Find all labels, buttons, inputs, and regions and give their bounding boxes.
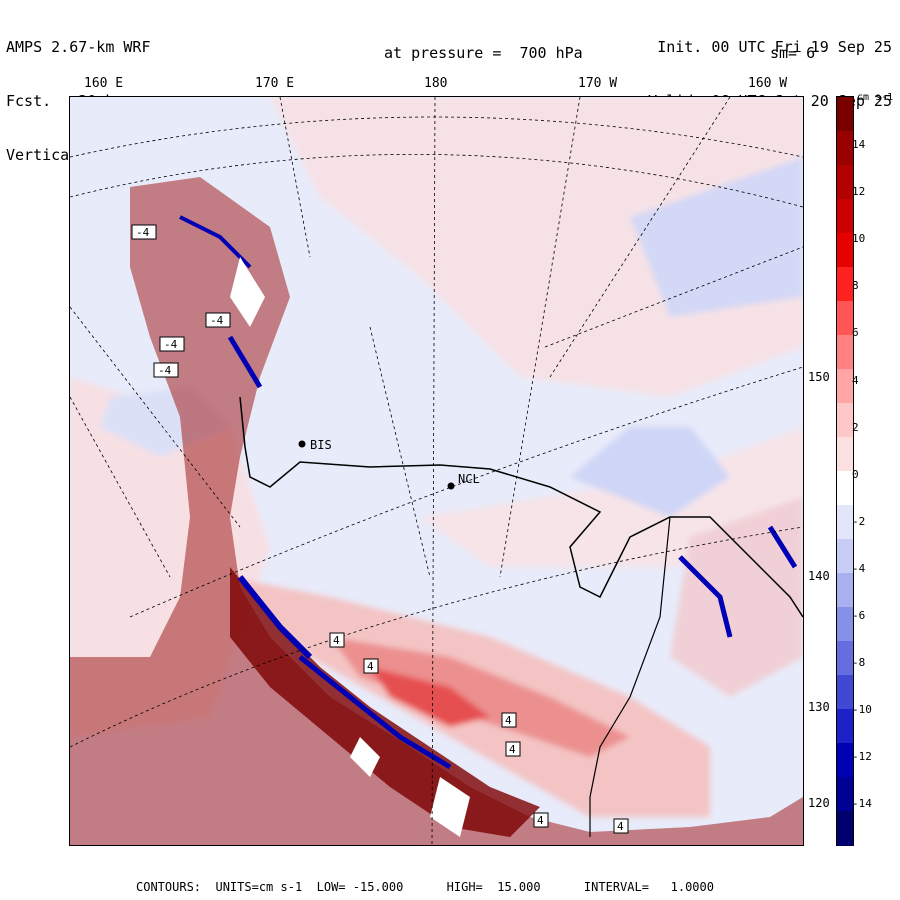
lat-label-130w: 130 W [808, 700, 845, 714]
station-ncl-marker [447, 482, 455, 490]
contour-label-neg4: -4 [158, 364, 172, 377]
colorbar-tick-label: 4 [852, 373, 859, 387]
colorbar-segment [837, 573, 853, 608]
lon-label-160e: 160 E [84, 76, 124, 91]
init-time: Init. 00 UTC Fri 19 Sep 25 [657, 38, 892, 56]
colorbar-segment [837, 403, 853, 438]
colorbar-tick-label: 6 [852, 326, 859, 340]
colorbar-segment [837, 369, 853, 404]
colorbar-segment [837, 607, 853, 642]
model-title: AMPS 2.67-km WRF [6, 38, 151, 56]
colorbar-segment [837, 471, 853, 506]
colorbar-segment [837, 131, 853, 166]
colorbar-segment [837, 267, 853, 302]
coastline [239, 396, 803, 618]
colorbar-segment [837, 743, 853, 778]
colorbar-unit: cm s-1 [857, 92, 894, 103]
colorbar-tick-label: -6 [852, 609, 866, 622]
colorbar-segment [837, 335, 853, 370]
colorbar-segment [837, 505, 853, 540]
lat-label-120w: 120 W [808, 796, 845, 810]
contour-label-4: 4 [509, 743, 516, 756]
graticule [70, 97, 803, 845]
contour-label-neg4: -4 [210, 314, 224, 327]
colorbar-segment [837, 233, 853, 268]
colorbar-tick-label: 12 [852, 185, 866, 199]
contour-info: CONTOURS: UNITS=cm s-1 LOW= -15.000 HIGH… [136, 880, 714, 894]
vertical-velocity-map: -4 -4 -4 -4 4 4 4 4 4 4 BIS NCL [70, 97, 803, 845]
colorbar-segment [837, 301, 853, 336]
smoothing-value: sm= 6 [770, 44, 816, 62]
mountain-wave-band [70, 177, 803, 845]
contour-labels: -4 -4 -4 -4 4 4 4 4 4 4 [131, 224, 629, 834]
colorbar-tick-label: -4 [852, 561, 866, 575]
contour-label-4: 4 [537, 814, 544, 827]
contour-label-neg4: -4 [164, 338, 178, 351]
contour-label-4: 4 [505, 714, 512, 727]
colorbar-segment [837, 199, 853, 234]
contour-label-4: 4 [367, 660, 374, 673]
contour-label-neg4: -4 [136, 226, 150, 239]
colorbar-tick-label: 14 [852, 138, 866, 151]
contour-label-4: 4 [617, 820, 624, 833]
pressure-level: at pressure = 700 hPa [384, 44, 583, 62]
lat-label-140w: 140 W [808, 569, 845, 583]
lat-label-150w: 150 W [808, 370, 845, 384]
colorbar-segment [837, 709, 853, 744]
station-ncl-label: NCL [458, 472, 480, 486]
lon-label-170w: 170 W [578, 76, 618, 91]
colorbar-segment [837, 811, 853, 846]
colorbar-tick-label: -10 [852, 703, 872, 717]
contour-label-4: 4 [333, 634, 340, 647]
colorbar-tick-label: -12 [852, 750, 872, 764]
colorbar-segment [837, 539, 853, 574]
lon-label-180: 180 [424, 76, 448, 91]
colorbar-tick-label: -2 [852, 514, 866, 528]
colorbar [836, 96, 854, 846]
station-bis-label: BIS [310, 438, 332, 452]
lon-label-160w: 160 W [748, 76, 788, 91]
stations: BIS NCL [298, 438, 480, 490]
colorbar-segment [837, 165, 853, 200]
colorbar-segment [837, 97, 853, 132]
colorbar-tick-label: 0 [852, 467, 859, 481]
colorbar-tick-label: -14 [852, 797, 872, 811]
colorbar-segment [837, 777, 853, 812]
colorbar-tick-label: 2 [852, 420, 859, 434]
colorbar-tick-label: 10 [852, 232, 866, 246]
lon-label-170e: 170 E [255, 76, 295, 91]
station-bis-marker [298, 440, 306, 448]
colorbar-segment [837, 641, 853, 676]
colorbar-segment [837, 437, 853, 472]
colorbar-tick-label: 8 [852, 279, 859, 293]
colorbar-tick-label: -8 [852, 656, 866, 670]
map-panel: -4 -4 -4 -4 4 4 4 4 4 4 BIS NCL [69, 96, 804, 846]
colorbar-segment [837, 675, 853, 710]
grounding-line [589, 516, 671, 837]
